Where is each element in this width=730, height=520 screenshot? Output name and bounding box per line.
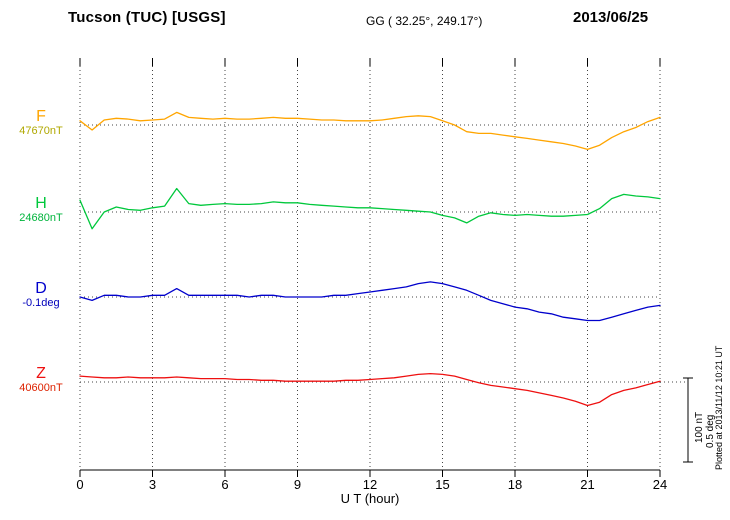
station-title: Tucson (TUC) [USGS] [68,9,226,26]
trace-letter-H: H [35,195,47,212]
trace-label-H: H 24680nT [10,195,72,225]
trace-H [79,187,661,230]
x-tick-label-9: 9 [294,477,301,492]
trace-baseline-Z: 40600nT [19,382,63,394]
trace-letter-F: F [36,108,46,125]
x-tick-label-12: 12 [363,477,377,492]
plot-date: 2013/06/25 [573,9,649,26]
trace-label-D: D -0.1deg [10,280,72,310]
trace-label-F: F 47670nT [10,108,72,138]
scale-bar-label-nt: 100 nT [694,411,705,443]
x-tick-label-0: 0 [76,477,83,492]
scale-bar-label-deg: 0.5 deg [705,414,716,448]
x-tick-label-18: 18 [508,477,522,492]
x-axis-title: U T (hour) [340,491,400,506]
trace-letter-Z: Z [36,365,46,382]
trace-baseline-H: 24680nT [19,212,63,224]
geographic-coordinates: GG ( 32.25°, 249.17°) [366,14,483,28]
x-tick-label-24: 24 [653,477,667,492]
trace-D [79,281,661,322]
x-tick-label-15: 15 [435,477,449,492]
x-tick-label-3: 3 [149,477,156,492]
trace-F [79,111,661,151]
trace-baseline-D: -0.1deg [22,297,60,309]
trace-label-Z: Z 40600nT [10,365,72,395]
trace-Z [79,372,661,407]
plotted-timestamp-note: Plotted at 2013/11/12 10:21 UT [714,345,724,470]
x-tick-label-6: 6 [221,477,228,492]
x-tick-label-21: 21 [580,477,594,492]
trace-baseline-F: 47670nT [19,125,63,137]
trace-letter-D: D [35,280,47,297]
